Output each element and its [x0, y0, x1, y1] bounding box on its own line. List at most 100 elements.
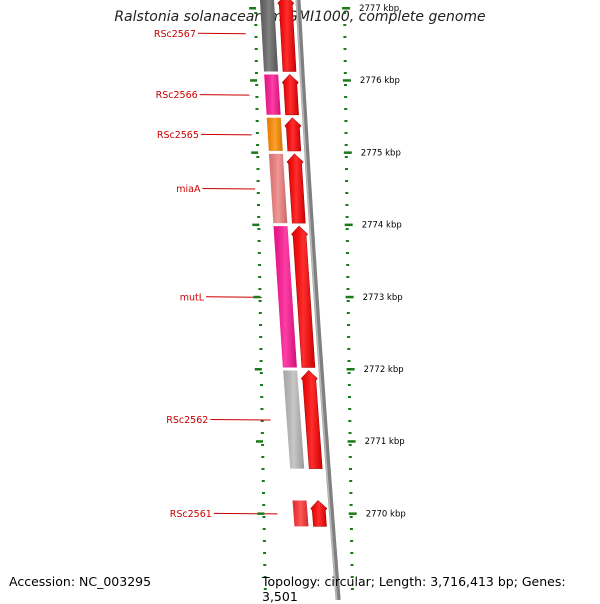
kbp-tick-label: 2777 kbp	[359, 4, 399, 14]
outer-dot-tick	[349, 504, 353, 506]
inner-dot-tick	[258, 312, 262, 314]
outer-dot-tick	[343, 60, 347, 62]
inner-kbp-tick-mark	[249, 7, 257, 10]
inner-dot-tick	[260, 432, 264, 434]
inner-kbp-tick-mark	[251, 151, 259, 154]
inner-dot-tick	[256, 192, 260, 194]
inner-dot-tick	[263, 576, 267, 578]
inner-dot-tick	[257, 204, 260, 206]
genome-backbone-highlight	[295, 0, 338, 600]
inner-dot-tick	[255, 132, 259, 134]
inner-dot-tick	[258, 264, 261, 266]
inner-dot-tick	[255, 72, 258, 74]
inner-dot-tick	[259, 360, 263, 362]
outer-dot-tick	[349, 492, 353, 494]
kbp-tick-mark	[346, 368, 355, 371]
inner-dot-tick	[257, 228, 261, 230]
kbp-tick-mark	[347, 440, 356, 443]
gene-band-shade	[273, 226, 297, 368]
gene-label-leader	[200, 133, 252, 136]
inner-dot-tick	[259, 336, 263, 338]
gene-label-leader	[213, 512, 278, 515]
outer-dot-tick	[350, 576, 354, 578]
kbp-tick-mark	[345, 295, 354, 299]
inner-dot-tick	[262, 516, 266, 518]
cds-arrow-shade	[277, 0, 296, 72]
gene-label-leader	[197, 32, 246, 35]
inner-kbp-tick-mark	[254, 368, 262, 371]
inner-dot-tick	[260, 420, 264, 422]
inner-dot-tick	[259, 348, 263, 350]
outer-dot-tick	[348, 444, 352, 446]
inner-dot-tick	[255, 108, 259, 110]
genome-backbone	[295, 0, 341, 600]
inner-dot-tick	[258, 276, 262, 278]
outer-dot-tick	[348, 408, 352, 410]
accession-text: Accession: NC_003295	[9, 574, 152, 589]
inner-kbp-tick-mark	[257, 512, 265, 515]
outer-dot-tick	[345, 216, 349, 218]
outer-dot-tick	[346, 288, 350, 290]
outer-dot-tick	[346, 276, 350, 278]
inner-dot-tick	[261, 456, 265, 458]
outer-dot-tick	[343, 12, 347, 14]
kbp-tick-label: 2770 kbp	[366, 509, 406, 519]
gene-band-shade	[292, 500, 309, 527]
cds-arrow-shade	[301, 370, 323, 469]
outer-dot-tick	[347, 336, 351, 338]
outer-dot-tick	[346, 300, 350, 302]
kbp-tick-mark	[344, 223, 353, 227]
outer-dot-tick	[344, 108, 348, 110]
gene-label-RSc2561: RSc2561	[170, 509, 212, 520]
gene-label-mutL: mutL	[180, 292, 205, 303]
outer-dot-tick	[345, 168, 348, 170]
dot-tick-layer	[254, 12, 354, 590]
outer-dot-tick	[348, 432, 352, 434]
outer-dot-tick	[348, 420, 352, 422]
cds-arrow-shade	[284, 117, 301, 151]
gene-label-RSc2567: RSc2567	[154, 29, 196, 40]
gene-band-shade	[266, 117, 283, 151]
inner-dot-tick	[263, 588, 267, 590]
outer-dot-tick	[344, 156, 348, 158]
kbp-tick-label: 2772 kbp	[364, 365, 404, 375]
inner-dot-tick	[262, 504, 266, 506]
outer-dot-tick	[345, 240, 349, 242]
inner-dot-tick	[261, 468, 265, 470]
outer-dot-tick	[343, 48, 347, 50]
inner-dot-tick	[261, 480, 265, 482]
gene-band-shade	[259, 0, 278, 72]
kbp-tick-label: 2774 kbp	[362, 221, 402, 231]
inner-dot-tick	[257, 216, 261, 218]
inner-dot-tick	[260, 396, 264, 398]
kbp-tick-label: 2773 kbp	[363, 293, 403, 303]
outer-dot-tick	[347, 348, 351, 350]
inner-dot-tick	[262, 528, 266, 530]
gene-label-leader	[202, 188, 256, 190]
gene-label-RSc2566: RSc2566	[156, 90, 198, 101]
cds-arrow-shade	[282, 74, 299, 115]
outer-dot-tick	[347, 384, 351, 386]
gene-band-shade	[268, 153, 288, 224]
gene-label-layer: RSc2567 RSc2566 RSc2565 miaA mutL RSc2562 RSc2…	[154, 29, 278, 520]
cds-arrow-shade	[291, 226, 315, 368]
gene-band-shade	[264, 74, 281, 115]
inner-dot-tick	[258, 288, 262, 290]
outer-dot-tick	[349, 528, 353, 530]
kbp-tick-label: 2776 kbp	[360, 76, 400, 86]
outer-dot-tick	[350, 564, 354, 566]
outer-dot-tick	[345, 204, 349, 206]
inner-dot-tick	[262, 492, 265, 494]
backbone-layer	[295, 0, 341, 600]
inner-kbp-tick-mark	[256, 440, 263, 443]
kbp-tick-label: 2771 kbp	[365, 437, 405, 447]
cds-arrow-shade	[310, 500, 327, 527]
inner-dot-tick	[261, 444, 265, 446]
outer-dot-tick	[344, 120, 348, 122]
outer-dot-tick	[346, 264, 350, 266]
inner-dot-tick	[262, 540, 266, 542]
outer-dot-tick	[350, 588, 354, 590]
outer-dot-tick	[345, 192, 349, 194]
outer-dot-tick	[344, 144, 348, 146]
